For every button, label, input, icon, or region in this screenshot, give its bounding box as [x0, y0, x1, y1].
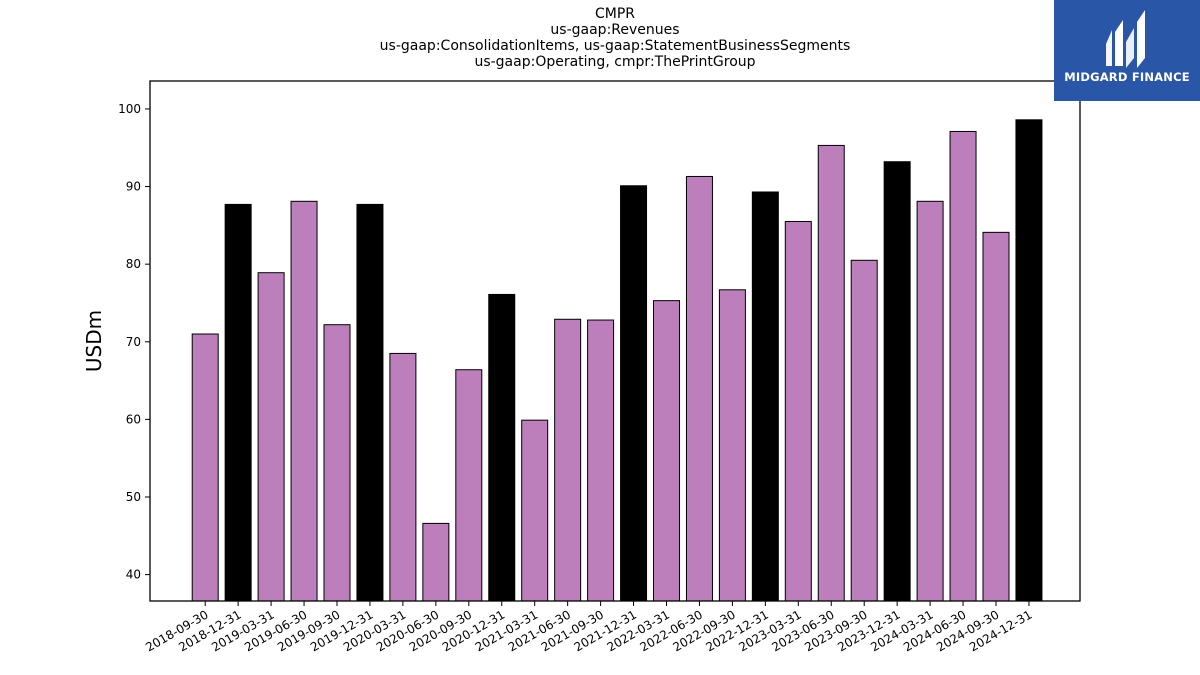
bar-2023-06-30 [817, 144, 845, 602]
bar-2024-06-30 [949, 130, 977, 602]
bar-2019-06-30 [290, 200, 318, 602]
bar-2020-03-31 [389, 352, 417, 602]
bar-2022-06-30 [685, 175, 713, 602]
logo-text: MIDGARD FINANCE [1064, 70, 1190, 84]
logo-mark-icon [1106, 10, 1145, 68]
plot-frame [149, 80, 1081, 602]
bar-2019-12-31 [356, 203, 384, 602]
chart-title: CMPR us-gaap:Revenues us-gaap:Consolidat… [0, 6, 1200, 70]
bar-2018-09-30 [191, 333, 219, 602]
bar-2021-03-31 [521, 419, 549, 602]
midgard-finance-logo: MIDGARD FINANCE [1054, 0, 1200, 101]
y-tick-label: 90 [126, 180, 141, 194]
y-axis-label: USDm [82, 310, 106, 372]
bar-2022-12-31 [751, 191, 779, 602]
bar-2021-09-30 [587, 319, 615, 602]
y-tick-label: 40 [126, 568, 141, 582]
bar-2023-03-31 [784, 220, 812, 602]
title-line: us-gaap:Operating, cmpr:ThePrintGroup [474, 54, 756, 70]
bar-2021-12-31 [620, 185, 648, 602]
title-line: CMPR [594, 6, 636, 22]
bar-2022-03-31 [653, 300, 680, 602]
title-line: us-gaap:Revenues [550, 22, 680, 38]
bar-2024-12-31 [1015, 119, 1043, 602]
y-tick-label: 50 [126, 490, 141, 504]
y-axis: 40 50 60 70 80 90 100 [118, 102, 150, 582]
y-tick-label: 70 [126, 335, 141, 349]
bar-2022-09-30 [718, 289, 746, 602]
y-tick-label: 60 [126, 412, 141, 426]
bar-2023-09-30 [850, 259, 878, 602]
bar-2019-03-31 [257, 272, 285, 602]
bar-2023-12-31 [883, 161, 911, 602]
x-axis: 2018-09-302018-12-312019-03-312019-06-30… [143, 601, 1034, 654]
y-tick-label: 80 [126, 257, 141, 271]
bar-2020-06-30 [422, 522, 450, 602]
y-tick-label: 100 [118, 102, 141, 116]
title-line: us-gaap:ConsolidationItems, us-gaap:Stat… [379, 38, 851, 54]
bar-2019-09-30 [323, 324, 351, 602]
bars-group [191, 119, 1043, 602]
bar-2020-09-30 [455, 369, 483, 602]
bar-2024-09-30 [982, 231, 1010, 602]
bar-2020-12-31 [488, 293, 516, 602]
bar-2024-03-31 [916, 200, 944, 602]
bar-2018-12-31 [224, 203, 252, 602]
bar-2021-06-30 [554, 318, 582, 602]
